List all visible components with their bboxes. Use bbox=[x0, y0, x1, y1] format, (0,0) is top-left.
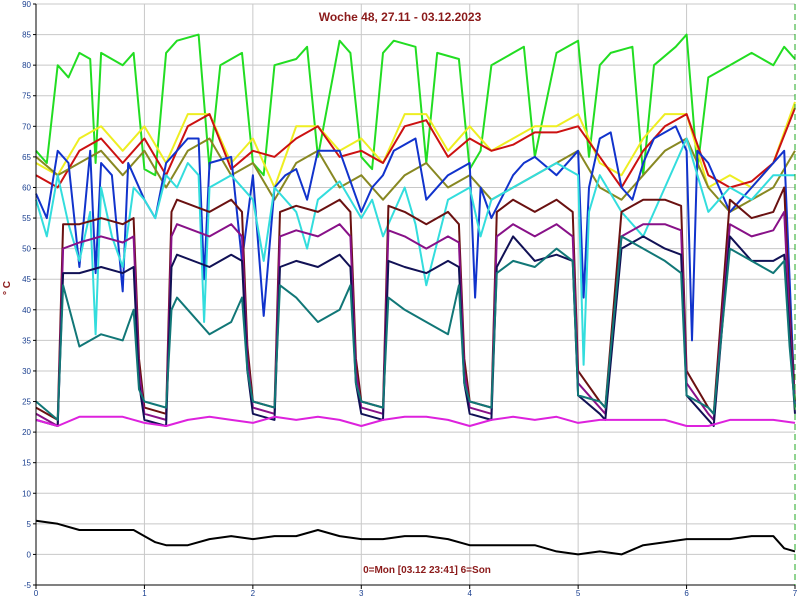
y-tick-label: 70 bbox=[22, 122, 31, 131]
x-tick-label: 4 bbox=[467, 589, 472, 598]
y-tick-label: 85 bbox=[22, 31, 31, 40]
series-line-10 bbox=[35, 415, 796, 427]
y-tick-label: 80 bbox=[22, 61, 31, 70]
y-tick-label: 55 bbox=[22, 214, 31, 223]
y-tick-label: 15 bbox=[22, 459, 31, 468]
y-tick-label: 30 bbox=[22, 367, 31, 376]
y-axis-label: ° C bbox=[2, 281, 13, 295]
series-line-2 bbox=[35, 107, 796, 189]
axes bbox=[33, 3, 796, 589]
y-tick-label: 45 bbox=[22, 275, 31, 284]
y-tick-label: 60 bbox=[22, 183, 31, 192]
series-lines bbox=[35, 33, 796, 556]
series-line-1 bbox=[35, 101, 796, 189]
y-tick-label: 75 bbox=[22, 92, 31, 101]
y-tick-label: 10 bbox=[22, 489, 31, 498]
chart-title: Woche 48, 27.11 - 03.12.2023 bbox=[319, 10, 482, 24]
series-line-11 bbox=[35, 519, 796, 556]
x-tick-label: 1 bbox=[142, 589, 147, 598]
series-line-5 bbox=[35, 137, 795, 366]
y-tick-label: 5 bbox=[27, 520, 32, 529]
y-tick-label: 40 bbox=[22, 306, 31, 315]
x-tick-label: 3 bbox=[359, 589, 364, 598]
y-tick-label: 50 bbox=[22, 245, 31, 254]
x-tick-label: 0 bbox=[34, 589, 39, 598]
x-tick-label: 2 bbox=[251, 589, 256, 598]
y-tick-label: 65 bbox=[22, 153, 31, 162]
y-tick-label: 20 bbox=[22, 428, 31, 437]
x-tick-label: 7 bbox=[793, 589, 798, 598]
x-axis-label: 0=Mon [03.12 23:41] 6=Son bbox=[363, 565, 491, 576]
x-tick-label: 5 bbox=[576, 589, 581, 598]
y-tick-label: -5 bbox=[24, 581, 32, 590]
y-tick-label: 0 bbox=[27, 550, 32, 559]
x-tick-label: 6 bbox=[684, 589, 689, 598]
series-line-0 bbox=[35, 33, 796, 177]
series-line-4 bbox=[35, 125, 796, 408]
y-tick-label: 35 bbox=[22, 336, 31, 345]
series-line-9 bbox=[35, 235, 796, 421]
y-tick-label: 90 bbox=[22, 0, 31, 9]
y-tick-label: 25 bbox=[22, 398, 31, 407]
